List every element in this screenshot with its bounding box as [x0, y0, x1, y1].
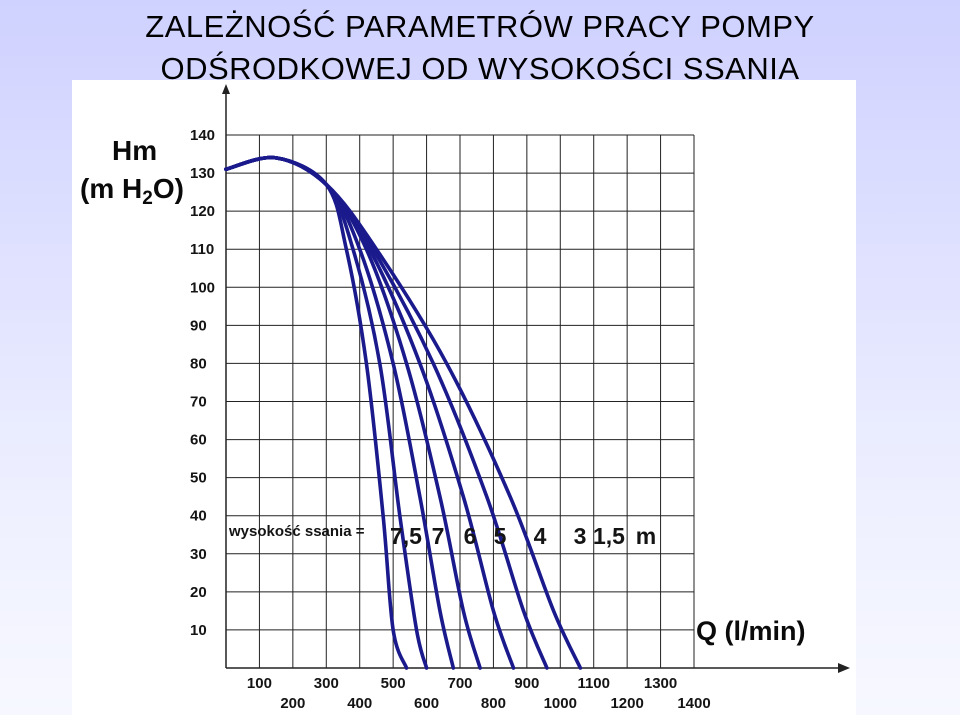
annotation-unit: m	[636, 523, 656, 549]
y-tick-label: 140	[190, 127, 215, 144]
x-tick-label: 1000	[544, 695, 577, 712]
y-tick-label: 70	[190, 394, 207, 411]
y-axis-arrow	[222, 84, 230, 94]
annotation-value: 5	[494, 523, 507, 549]
annotation-value: 6	[464, 523, 477, 549]
y-tick-label: 30	[190, 546, 207, 563]
y-axis-label-suffix: O)	[153, 173, 184, 204]
y-tick-label: 80	[190, 355, 207, 372]
y-tick-label: 10	[190, 622, 207, 639]
x-tick-label: 1400	[677, 695, 710, 712]
x-tick-label: 100	[247, 675, 272, 692]
axes	[222, 84, 850, 673]
y-tick-label: 110	[190, 241, 214, 258]
x-tick-label: 400	[347, 695, 372, 712]
slide-title: ZALEŻNOŚĆ PARAMETRÓW PRACY POMPY ODŚRODK…	[0, 2, 960, 94]
annotation-value: 7,5	[390, 523, 422, 549]
x-axis-label: Q (l/min)	[696, 616, 806, 646]
y-tick-label: 20	[190, 584, 207, 601]
y-tick-label: 100	[190, 279, 215, 296]
x-tick-label: 700	[447, 675, 472, 692]
x-tick-label: 1200	[610, 695, 643, 712]
chart-panel: 10 20 30 40 50 60 70 80 90 100 110 120 130 140 100 200 3…	[72, 80, 856, 715]
grid	[226, 134, 695, 668]
x-tick-label: 200	[280, 695, 305, 712]
annotation-value: 7	[432, 523, 445, 549]
y-axis-label-line-1: Hm	[112, 135, 157, 166]
y-tick-label: 130	[190, 165, 215, 182]
y-axis-label-prefix: (m H	[80, 173, 142, 204]
x-tick-label: 1100	[577, 675, 610, 692]
x-tick-label: 800	[481, 695, 506, 712]
y-axis-label-line-2: (m H2O)	[80, 173, 184, 209]
y-tick-label: 40	[190, 508, 207, 525]
annotation-value: 4	[534, 523, 547, 549]
x-tick-label: 600	[414, 695, 439, 712]
y-tick-label: 120	[190, 203, 215, 220]
annotation-value: 1,5	[593, 523, 625, 549]
x-tick-label: 300	[314, 675, 339, 692]
x-tick-label: 900	[514, 675, 539, 692]
y-tick-label: 50	[190, 470, 207, 487]
annotation-label: wysokość ssania =	[228, 523, 365, 540]
curves	[224, 155, 583, 670]
annotation-value: 3	[574, 523, 587, 549]
pump-curve-chart: 10 20 30 40 50 60 70 80 90 100 110 120 130 140 100 200 3…	[80, 84, 850, 712]
x-tick-label: 1300	[644, 675, 677, 692]
annotation-values: 7,5 7 6 5 4 3 1,5 m	[390, 523, 656, 549]
y-tick-label: 60	[190, 432, 207, 449]
title-line-1: ZALEŻNOŚĆ PARAMETRÓW PRACY POMPY	[145, 9, 815, 44]
y-tick-label: 90	[190, 317, 207, 334]
y-axis-label-sub: 2	[142, 188, 153, 209]
x-axis-arrow	[838, 663, 850, 673]
x-tick-label: 500	[381, 675, 406, 692]
curve-1-5	[224, 155, 583, 670]
tick-labels: 10 20 30 40 50 60 70 80 90 100 110 120 130 140 100 200 3…	[190, 127, 711, 712]
